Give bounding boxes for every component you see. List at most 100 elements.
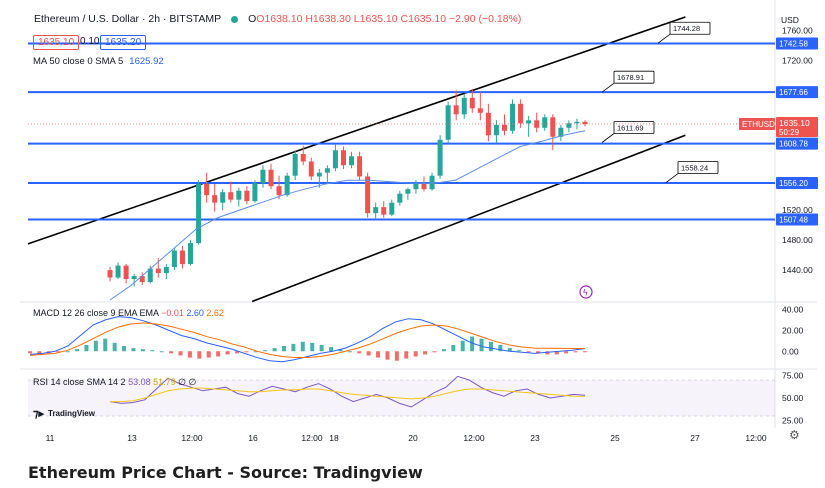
callout-box (613, 121, 655, 134)
macd-histogram-bar (253, 351, 258, 353)
tradingview-logo-text: TradingView (48, 409, 95, 418)
ohlc-high: H1638.30 (305, 13, 351, 25)
buy-button[interactable]: 1635.20 (100, 35, 147, 50)
candle-body (155, 268, 161, 274)
macd-histogram-bar (56, 351, 61, 353)
symbol-header: Ethereum / U.S. Dollar · 2h · BITSTAMP O… (34, 13, 521, 25)
candle-body (147, 268, 153, 283)
candle-body (469, 97, 475, 109)
macd-histogram-bar (385, 351, 390, 360)
ma-legend[interactable]: MA 50 close 0 SMA 5 1625.92 (33, 56, 164, 67)
macd-legend-name: MACD 12 26 close 9 EMA EMA (33, 308, 159, 318)
currency-label[interactable]: USD (781, 15, 799, 25)
candle-body (131, 276, 137, 280)
candle-body (324, 168, 330, 173)
macd-histogram-bar (131, 348, 136, 352)
level-tag-text: 1677.66 (779, 88, 808, 97)
gear-icon[interactable]: ⚙ (789, 428, 800, 442)
callout-text: 1558.24 (681, 164, 708, 173)
candle-body (534, 120, 540, 128)
macd-legend[interactable]: MACD 12 26 close 9 EMA EMA −0.01 2.60 2.… (33, 308, 224, 318)
macd-line (29, 316, 586, 363)
macd-histogram-bar (564, 351, 569, 354)
tradingview-logo[interactable]: ⁊▸ TradingView (33, 407, 95, 420)
level-tag (776, 213, 818, 226)
trading-chart: 1742.58 1677.66 1608.78 1556.20 1507.48 1744.… (20, 0, 818, 443)
callout-box (613, 70, 655, 84)
level-tag (776, 86, 818, 99)
macd-histogram-bar (65, 351, 70, 353)
price-axis-tick: 1480.00 (782, 235, 813, 245)
macd-histogram-bar (441, 349, 446, 352)
macd-histogram-bar (394, 351, 399, 361)
candle-body (574, 121, 580, 124)
macd-histogram-bar (535, 351, 540, 354)
candle-body (477, 108, 483, 113)
rsi-legend-name: RSI 14 close SMA 14 2 (33, 377, 126, 387)
lightning-icon-glyph: ϟ (583, 288, 588, 298)
symbol-title[interactable]: Ethereum / U.S. Dollar · 2h · BITSTAMP (34, 13, 222, 25)
candle-body (453, 105, 459, 115)
candle-body (493, 124, 499, 136)
macd-legend-hist: −0.01 (161, 308, 184, 318)
price-axis-tick: 1520.00 (782, 205, 813, 215)
candle-body (212, 195, 218, 203)
rsi-legend-value: 53.08 (128, 377, 151, 387)
time-axis-tick: 11 (46, 433, 55, 443)
rsi-legend[interactable]: RSI 14 close SMA 14 2 53.08 51.79 ∅ ∅ (33, 377, 196, 388)
candle-body (252, 183, 258, 202)
candle-body (389, 202, 395, 215)
macd-histogram-bar (150, 350, 155, 352)
candle-body (300, 154, 306, 162)
ma-legend-name: MA 50 close 0 SMA 5 (33, 56, 124, 67)
candle-body (260, 169, 266, 184)
candle-body (196, 183, 202, 244)
ohlc-change: −2.90 (−0.18%) (448, 13, 522, 25)
candle-body (550, 117, 556, 137)
candle-body (437, 139, 443, 176)
candle-body (485, 112, 491, 136)
last-price-text: 1635.10 (779, 118, 810, 128)
macd-histogram-bar (329, 347, 334, 352)
macd-histogram-bar (319, 344, 324, 352)
candle-body (365, 176, 371, 214)
macd-signal-line (29, 322, 586, 359)
macd-axis-tick: 0.00 (782, 346, 799, 356)
candle-body (308, 161, 314, 177)
macd-histogram-bar (291, 343, 296, 352)
candle-body (445, 105, 451, 140)
macd-histogram-bar (357, 351, 362, 354)
macd-histogram-bar (272, 348, 277, 352)
macd-histogram-bar (103, 338, 108, 352)
macd-histogram-bar (404, 351, 409, 359)
level-tag (776, 177, 818, 190)
ohlc-low: L1635.10 (353, 13, 398, 25)
macd-histogram-bar (178, 351, 183, 356)
level-tag-text: 1507.48 (779, 216, 808, 225)
time-axis-tick: 12:00 (301, 433, 323, 443)
macd-histogram-bar (300, 341, 305, 352)
level-tag-text: 1556.20 (779, 179, 808, 188)
candle-body (292, 154, 298, 176)
time-axis-tick: 23 (530, 433, 540, 443)
rsi-sma-line (110, 387, 586, 403)
macd-histogram-bar (526, 351, 531, 353)
macd-histogram-bar (244, 351, 249, 353)
tradingview-logo-icon: ⁊▸ (33, 408, 44, 420)
macd-axis-tick: 20.00 (782, 325, 804, 335)
candle-body (332, 150, 338, 169)
macd-histogram-bar (206, 351, 211, 358)
macd-histogram-bar (517, 350, 522, 352)
macd-legend-macd: 2.60 (186, 308, 204, 318)
level-tag-text: 1608.78 (779, 140, 808, 149)
macd-histogram-bar (366, 351, 371, 356)
market-open-icon (231, 15, 239, 23)
candle-body (316, 172, 322, 177)
macd-histogram-bar (451, 344, 456, 352)
candle-body (413, 183, 419, 190)
macd-histogram-bar (583, 351, 587, 353)
symbol-tag-text: ETHUSD (742, 120, 775, 129)
time-axis-tick: 20 (408, 433, 418, 443)
sell-button[interactable]: 1635.10 (33, 35, 80, 50)
